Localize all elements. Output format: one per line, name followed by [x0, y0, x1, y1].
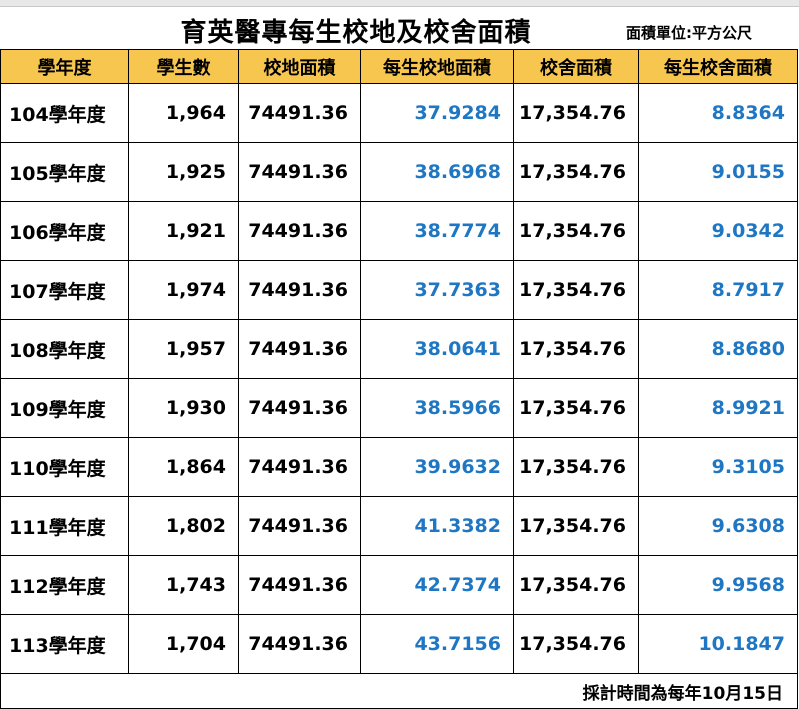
- cell-students: 1,802: [128, 496, 239, 556]
- cell-land-per-student: 39.9632: [360, 437, 514, 497]
- header-building-per-student: 每生校舍面積: [638, 49, 798, 84]
- cell-building-per-student: 9.0155: [638, 142, 798, 202]
- cell-year: 106學年度: [0, 201, 129, 261]
- cell-land-per-student: 38.7774: [360, 201, 514, 261]
- cell-year: 113學年度: [0, 614, 129, 674]
- cell-students: 1,925: [128, 142, 239, 202]
- cell-students: 1,957: [128, 319, 239, 379]
- cell-building-area: 17,354.76: [513, 142, 639, 202]
- table-row: 111學年度 1,802 74491.36 41.3382 17,354.76 9.630…: [0, 496, 798, 556]
- cell-year: 112學年度: [0, 555, 129, 615]
- cell-building-area: 17,354.76: [513, 437, 639, 497]
- cell-building-area: 17,354.76: [513, 378, 639, 438]
- cell-land-area: 74491.36: [238, 260, 361, 320]
- cell-land-per-student: 37.9284: [360, 83, 514, 143]
- cell-land-per-student: 38.6968: [360, 142, 514, 202]
- table-row: 105學年度 1,925 74491.36 38.6968 17,354.76 9.015…: [0, 142, 798, 202]
- table-row: 104學年度 1,964 74491.36 37.9284 17,354.76 8.836…: [0, 83, 798, 143]
- cell-year: 107學年度: [0, 260, 129, 320]
- cell-land-area: 74491.36: [238, 555, 361, 615]
- header-land-area: 校地面積: [238, 49, 361, 84]
- cell-year: 104學年度: [0, 83, 129, 143]
- cell-land-area: 74491.36: [238, 201, 361, 261]
- table-row: 108學年度 1,957 74491.36 38.0641 17,354.76 8.868…: [0, 319, 798, 379]
- cell-students: 1,864: [128, 437, 239, 497]
- cell-students: 1,743: [128, 555, 239, 615]
- cell-building-area: 17,354.76: [513, 555, 639, 615]
- cell-land-per-student: 42.7374: [360, 555, 514, 615]
- cell-students: 1,930: [128, 378, 239, 438]
- header-year: 學年度: [0, 49, 129, 84]
- cell-building-per-student: 8.8364: [638, 83, 798, 143]
- table-row: 110學年度 1,864 74491.36 39.9632 17,354.76 9.310…: [0, 437, 798, 497]
- table-row: 107學年度 1,974 74491.36 37.7363 17,354.76 8.791…: [0, 260, 798, 320]
- cell-building-per-student: 9.3105: [638, 437, 798, 497]
- table-row: 112學年度 1,743 74491.36 42.7374 17,354.76 9.956…: [0, 555, 798, 615]
- cell-land-area: 74491.36: [238, 378, 361, 438]
- header-row: 學年度 學生數 校地面積 每生校地面積 校舍面積 每生校舍面積: [0, 49, 798, 84]
- table-row: 109學年度 1,930 74491.36 38.5966 17,354.76 8.992…: [0, 378, 798, 438]
- cell-building-area: 17,354.76: [513, 614, 639, 674]
- cell-land-per-student: 37.7363: [360, 260, 514, 320]
- unit-label: 面積單位:平方公尺: [626, 24, 752, 42]
- header-building-area: 校舍面積: [513, 49, 639, 84]
- header-students: 學生數: [128, 49, 239, 84]
- cell-land-per-student: 43.7156: [360, 614, 514, 674]
- cell-building-area: 17,354.76: [513, 201, 639, 261]
- area-table: 學年度 學生數 校地面積 每生校地面積 校舍面積 每生校舍面積 104學年度 1,…: [0, 49, 798, 709]
- cell-land-per-student: 38.5966: [360, 378, 514, 438]
- cell-land-area: 74491.36: [238, 83, 361, 143]
- header-land-per-student: 每生校地面積: [360, 49, 514, 84]
- cell-land-area: 74491.36: [238, 614, 361, 674]
- cell-land-area: 74491.36: [238, 496, 361, 556]
- cell-land-area: 74491.36: [238, 437, 361, 497]
- cell-building-per-student: 10.1847: [638, 614, 798, 674]
- footer-note: 採計時間為每年10月15日: [0, 673, 798, 709]
- cell-land-area: 74491.36: [238, 142, 361, 202]
- cell-students: 1,974: [128, 260, 239, 320]
- cell-land-per-student: 38.0641: [360, 319, 514, 379]
- page-title: 育英醫專每生校地及校舍面積: [180, 18, 532, 48]
- cell-building-area: 17,354.76: [513, 83, 639, 143]
- cell-land-area: 74491.36: [238, 319, 361, 379]
- cell-students: 1,704: [128, 614, 239, 674]
- cell-year: 109學年度: [0, 378, 129, 438]
- table-row: 106學年度 1,921 74491.36 38.7774 17,354.76 9.034…: [0, 201, 798, 261]
- cell-year: 105學年度: [0, 142, 129, 202]
- cell-students: 1,921: [128, 201, 239, 261]
- cell-building-per-student: 9.0342: [638, 201, 798, 261]
- cell-year: 108學年度: [0, 319, 129, 379]
- cell-building-area: 17,354.76: [513, 496, 639, 556]
- table-row: 113學年度 1,704 74491.36 43.7156 17,354.76 10.18…: [0, 614, 798, 674]
- spreadsheet-column-strip: [0, 0, 799, 7]
- cell-building-area: 17,354.76: [513, 319, 639, 379]
- cell-building-area: 17,354.76: [513, 260, 639, 320]
- cell-building-per-student: 8.7917: [638, 260, 798, 320]
- cell-building-per-student: 9.9568: [638, 555, 798, 615]
- cell-building-per-student: 9.6308: [638, 496, 798, 556]
- footer-row: 採計時間為每年10月15日: [0, 673, 798, 709]
- cell-building-per-student: 8.9921: [638, 378, 798, 438]
- cell-building-per-student: 8.8680: [638, 319, 798, 379]
- cell-land-per-student: 41.3382: [360, 496, 514, 556]
- cell-students: 1,964: [128, 83, 239, 143]
- cell-year: 111學年度: [0, 496, 129, 556]
- cell-year: 110學年度: [0, 437, 129, 497]
